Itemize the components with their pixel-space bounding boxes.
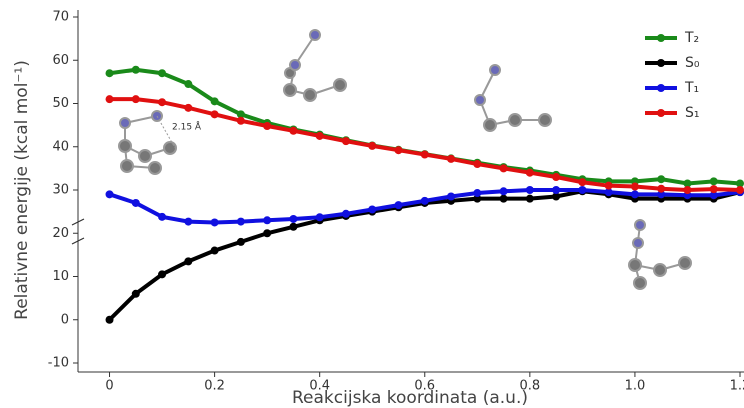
data-point [473,160,481,168]
data-point [158,270,166,278]
data-point [500,187,508,195]
data-point [132,95,140,103]
data-point [289,223,297,231]
y-axis-title: Relativne energije (kcal mol⁻¹) [12,60,32,320]
data-point [394,146,402,154]
data-point [526,169,534,177]
data-point [316,213,324,221]
data-point [710,185,718,193]
data-point [526,186,534,194]
data-point [447,155,455,163]
legend-marker [657,59,665,67]
data-point [657,175,665,183]
data-point [631,190,639,198]
data-point [578,178,586,186]
data-point [211,97,219,105]
data-point [184,104,192,112]
y-tick-label: 10 [52,269,69,284]
legend-text: T₂ [684,30,699,46]
y-tick-label: 40 [52,139,69,154]
x-tick-label: 0.6 [414,379,435,394]
data-point [106,316,114,324]
data-point [316,132,324,140]
data-point [421,197,429,205]
x-tick-label: 1.2 [730,379,744,394]
legend-text: S₁ [685,105,700,121]
data-point [132,290,140,298]
data-point [368,142,376,150]
data-point [289,215,297,223]
data-point [237,117,245,125]
data-point [106,69,114,77]
data-point [106,95,114,103]
y-tick-label: 20 [52,226,69,241]
data-point [394,201,402,209]
y-tick-label: -10 [48,356,69,371]
data-point [473,189,481,197]
data-point [736,186,744,194]
y-tick-label: 60 [52,53,69,68]
x-tick-label: 0.2 [204,379,225,394]
data-point [289,127,297,135]
legend-marker [657,84,665,92]
data-point [237,238,245,246]
data-point [552,173,560,181]
data-point [500,164,508,172]
data-point [500,195,508,203]
molecule [119,30,691,289]
series-line [110,191,740,319]
data-point [263,229,271,237]
data-point [211,218,219,226]
data-point [683,186,691,194]
y-tick-label: 70 [52,10,69,25]
data-point [211,247,219,255]
legend-text: S₀ [685,55,700,71]
y-tick-label: 50 [52,96,69,111]
data-point [263,122,271,130]
data-point [184,80,192,88]
data-point [631,183,639,191]
x-tick-label: 0.4 [309,379,330,394]
data-point [657,185,665,193]
data-point [421,151,429,159]
legend-marker [657,109,665,117]
x-tick-label: 1.0 [625,379,646,394]
data-point [106,190,114,198]
data-point [184,218,192,226]
annotation: 2.15 Å [172,121,202,133]
data-point [605,182,613,190]
data-point [447,192,455,200]
y-tick-label: 0 [61,312,69,327]
data-point [211,110,219,118]
legend-text: T₁ [684,80,699,96]
x-tick-label: 0 [105,379,113,394]
data-point [526,195,534,203]
data-point [342,210,350,218]
data-point [237,218,245,226]
data-point [263,216,271,224]
data-point [158,69,166,77]
data-point [552,186,560,194]
x-tick-label: 0.8 [519,379,540,394]
legend-marker [657,34,665,42]
data-point [158,213,166,221]
y-tick-label: 30 [52,183,69,198]
data-point [578,186,586,194]
data-point [132,199,140,207]
data-point [342,137,350,145]
chart: Reakcijska koordinata (a.u.) Relativne e… [0,0,744,408]
data-point [184,257,192,265]
data-point [368,205,376,213]
data-point [132,66,140,74]
data-point [710,177,718,185]
data-point [158,98,166,106]
